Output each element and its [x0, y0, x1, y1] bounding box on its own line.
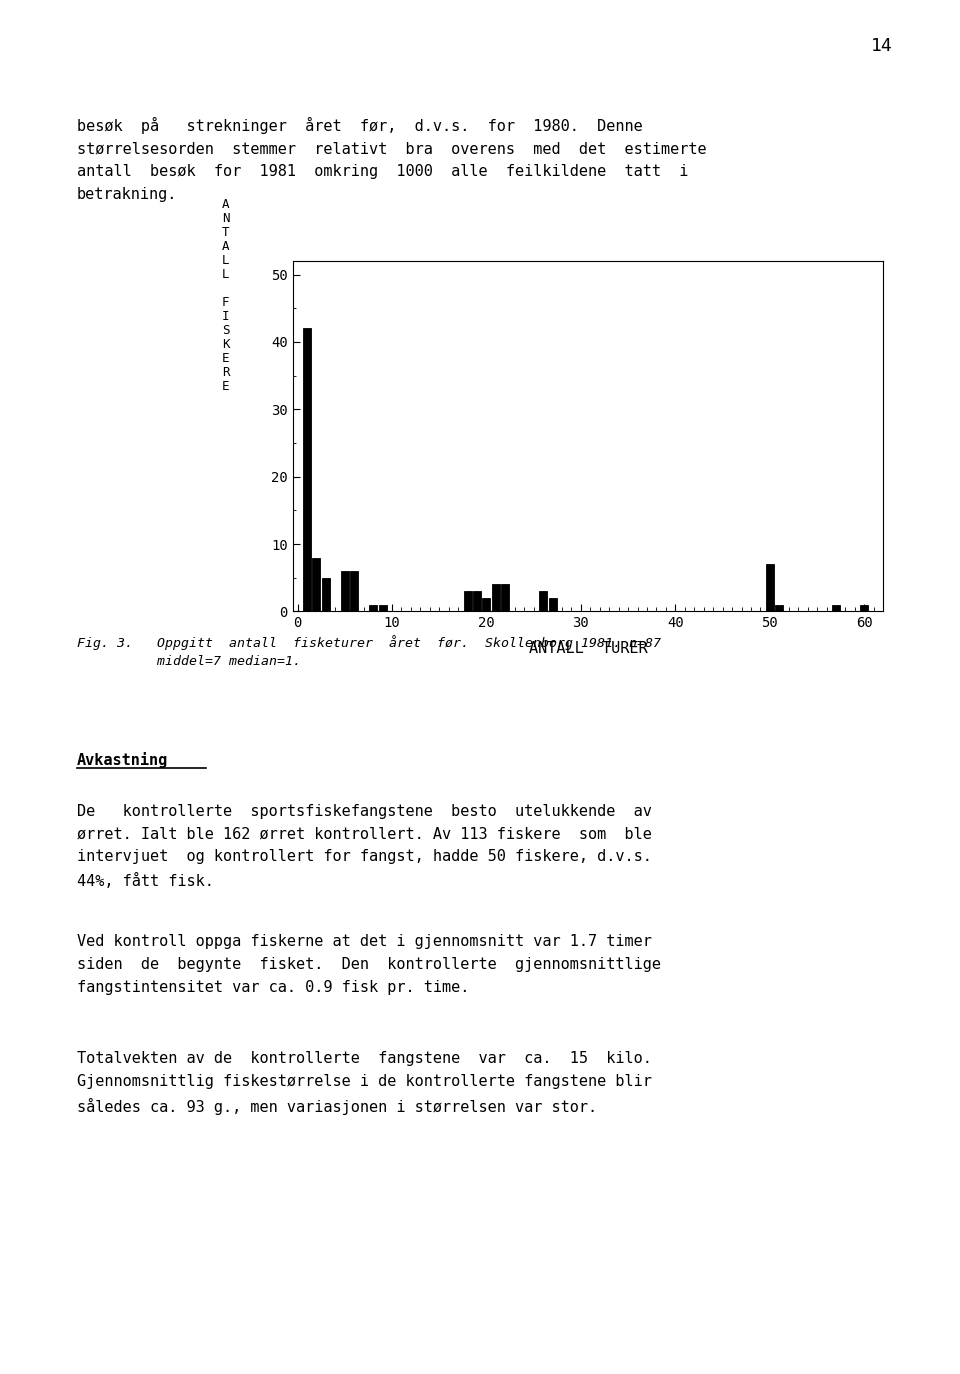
Text: A
N
T
A
L
L

F
I
S
K
E
R
E: A N T A L L F I S K E R E: [222, 198, 229, 393]
Bar: [341, 572, 348, 611]
Bar: [312, 558, 321, 611]
Bar: [483, 598, 491, 611]
Text: besøk  på   strekninger  året  før,  d.v.s.  for  1980.  Denne
størrelsesorden  : besøk på strekninger året før, d.v.s. fo…: [77, 117, 707, 202]
Bar: [540, 591, 547, 611]
Text: De   kontrollerte  sportsfiskefangstene  besto  utelukkende  av
ørret. Ialt ble : De kontrollerte sportsfiskefangstene bes…: [77, 804, 652, 889]
Bar: [832, 605, 840, 611]
Bar: [378, 605, 387, 611]
Bar: [492, 584, 500, 611]
Text: Fig. 3.   Oppgitt  antall  fisketurer  året  før.  Skollenborg 1981. n=87
      : Fig. 3. Oppgitt antall fisketurer året f…: [77, 635, 660, 668]
Text: Ved kontroll oppga fiskerne at det i gjennomsnitt var 1.7 timer
siden  de  begyn: Ved kontroll oppga fiskerne at det i gje…: [77, 934, 660, 995]
Bar: [776, 605, 783, 611]
Bar: [322, 577, 330, 611]
Bar: [464, 591, 471, 611]
Bar: [860, 605, 869, 611]
Text: Avkastning: Avkastning: [77, 752, 168, 768]
Bar: [350, 572, 358, 611]
Bar: [501, 584, 510, 611]
Bar: [473, 591, 481, 611]
Bar: [548, 598, 557, 611]
Bar: [303, 328, 311, 611]
X-axis label: ANTALL  TURER: ANTALL TURER: [529, 642, 647, 657]
Text: Totalvekten av de  kontrollerte  fangstene  var  ca.  15  kilo.
Gjennomsnittlig : Totalvekten av de kontrollerte fangstene…: [77, 1051, 652, 1116]
Bar: [369, 605, 377, 611]
Bar: [766, 565, 774, 611]
Text: 14: 14: [871, 37, 893, 55]
